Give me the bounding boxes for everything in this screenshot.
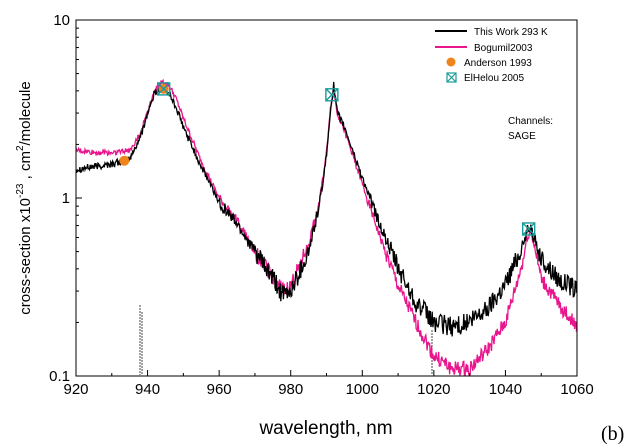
legend: This Work 293 K Bogumil2003 Anderson 199… — [435, 27, 548, 84]
legend-label-elhelou: ElHelou 2005 — [464, 73, 524, 84]
x-tick-label: 960 — [207, 381, 232, 398]
series-bogumil-line — [76, 78, 577, 376]
series-this-work-line — [76, 81, 577, 337]
anderson-data-point — [119, 155, 130, 166]
legend-label-anderson: Anderson 1993 — [464, 58, 532, 69]
y-axis-title-end: /molecule — [17, 81, 34, 145]
y-axis-title-main: cross-section x10 — [17, 198, 34, 315]
x-tick-label: 1020 — [417, 381, 450, 398]
x-tick-label: 940 — [135, 381, 160, 398]
x-axis: 920 940 960 980 1000 1020 1040 1060 — [63, 370, 594, 398]
legend-marker-anderson — [446, 57, 456, 67]
channel-marker-lines — [139, 305, 433, 375]
elhelou-data-point — [156, 82, 171, 96]
legend-label-this-work: This Work 293 K — [474, 27, 548, 38]
y-tick-label: 10 — [53, 12, 70, 29]
y-tick-label: 1 — [62, 190, 70, 207]
x-axis-title: wavelength, nm — [258, 418, 392, 439]
y-axis-title-units: , cm — [17, 151, 34, 184]
y-axis-title-exponent: -23 — [15, 183, 26, 198]
x-tick-label: 1040 — [489, 381, 522, 398]
panel-label: (b) — [601, 423, 624, 444]
x-tick-label: 1060 — [560, 381, 593, 398]
annotation-channels: Channels: — [508, 116, 553, 127]
y-tick-label: 0.1 — [49, 368, 70, 385]
annotation-sage: SAGE — [508, 131, 536, 142]
elhelou-data-point — [325, 88, 339, 102]
x-tick-label: 1000 — [346, 381, 379, 398]
legend-label-bogumil: Bogumil2003 — [474, 43, 533, 54]
y-axis-title-square: 2 — [15, 145, 26, 151]
x-tick-label: 980 — [278, 381, 303, 398]
y-axis-title: cross-section x10-23 , cm2/molecule — [15, 81, 34, 314]
y-axis: 0.1 1 10 — [49, 12, 82, 385]
series-layer — [76, 78, 577, 376]
x-tick-label: 920 — [63, 381, 88, 398]
legend-marker-elhelou — [446, 72, 457, 83]
elhelou-data-point — [521, 222, 536, 236]
